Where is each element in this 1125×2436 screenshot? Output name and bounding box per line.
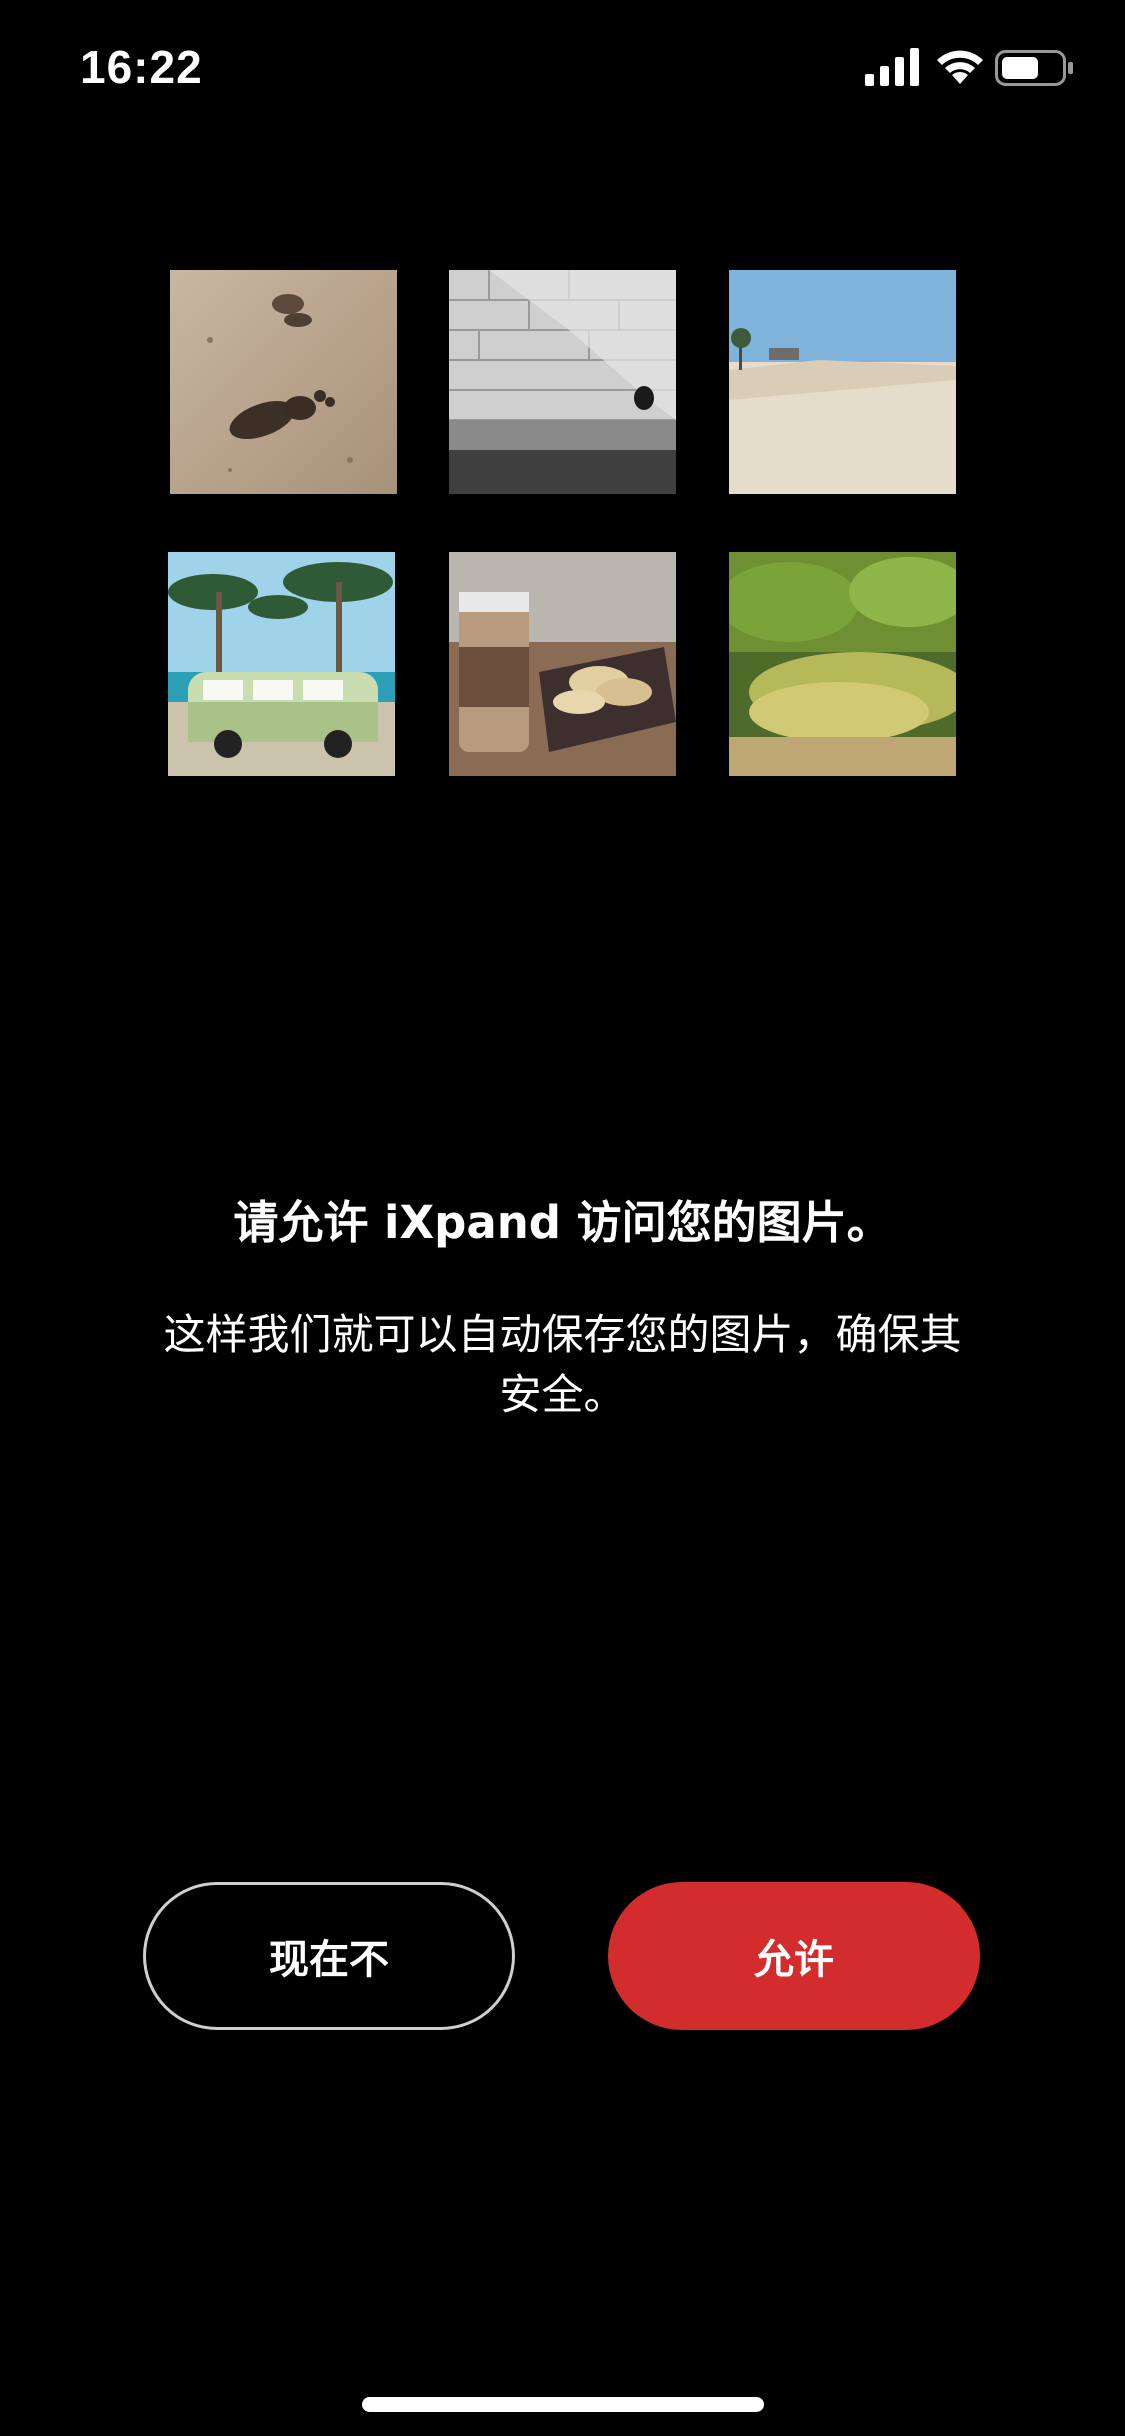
wifi-icon <box>937 50 983 84</box>
status-icons <box>865 48 1085 88</box>
status-time: 16:22 <box>80 41 203 93</box>
photo-grid <box>168 270 958 778</box>
permission-title: 请允许 iXpand 访问您的图片。 <box>233 1196 892 1249</box>
photo-mossy-forest <box>729 552 956 776</box>
permission-description: 这样我们就可以自动保存您的图片，确保其安全。 <box>163 1310 962 1419</box>
photo-beach <box>729 270 956 494</box>
photo-stone-stairs <box>449 270 676 494</box>
photo-van-palms <box>168 552 395 776</box>
allow-button[interactable]: 允许 <box>608 1882 980 2030</box>
battery-icon <box>995 50 1073 86</box>
photo-footprints <box>170 270 397 494</box>
home-indicator[interactable] <box>362 2397 764 2412</box>
status-bar: 16:22 <box>0 0 1125 140</box>
cellular-signal-icon <box>865 48 919 86</box>
photo-coffee-cookies <box>449 552 676 776</box>
not-now-button[interactable]: 现在不 <box>143 1882 515 2030</box>
